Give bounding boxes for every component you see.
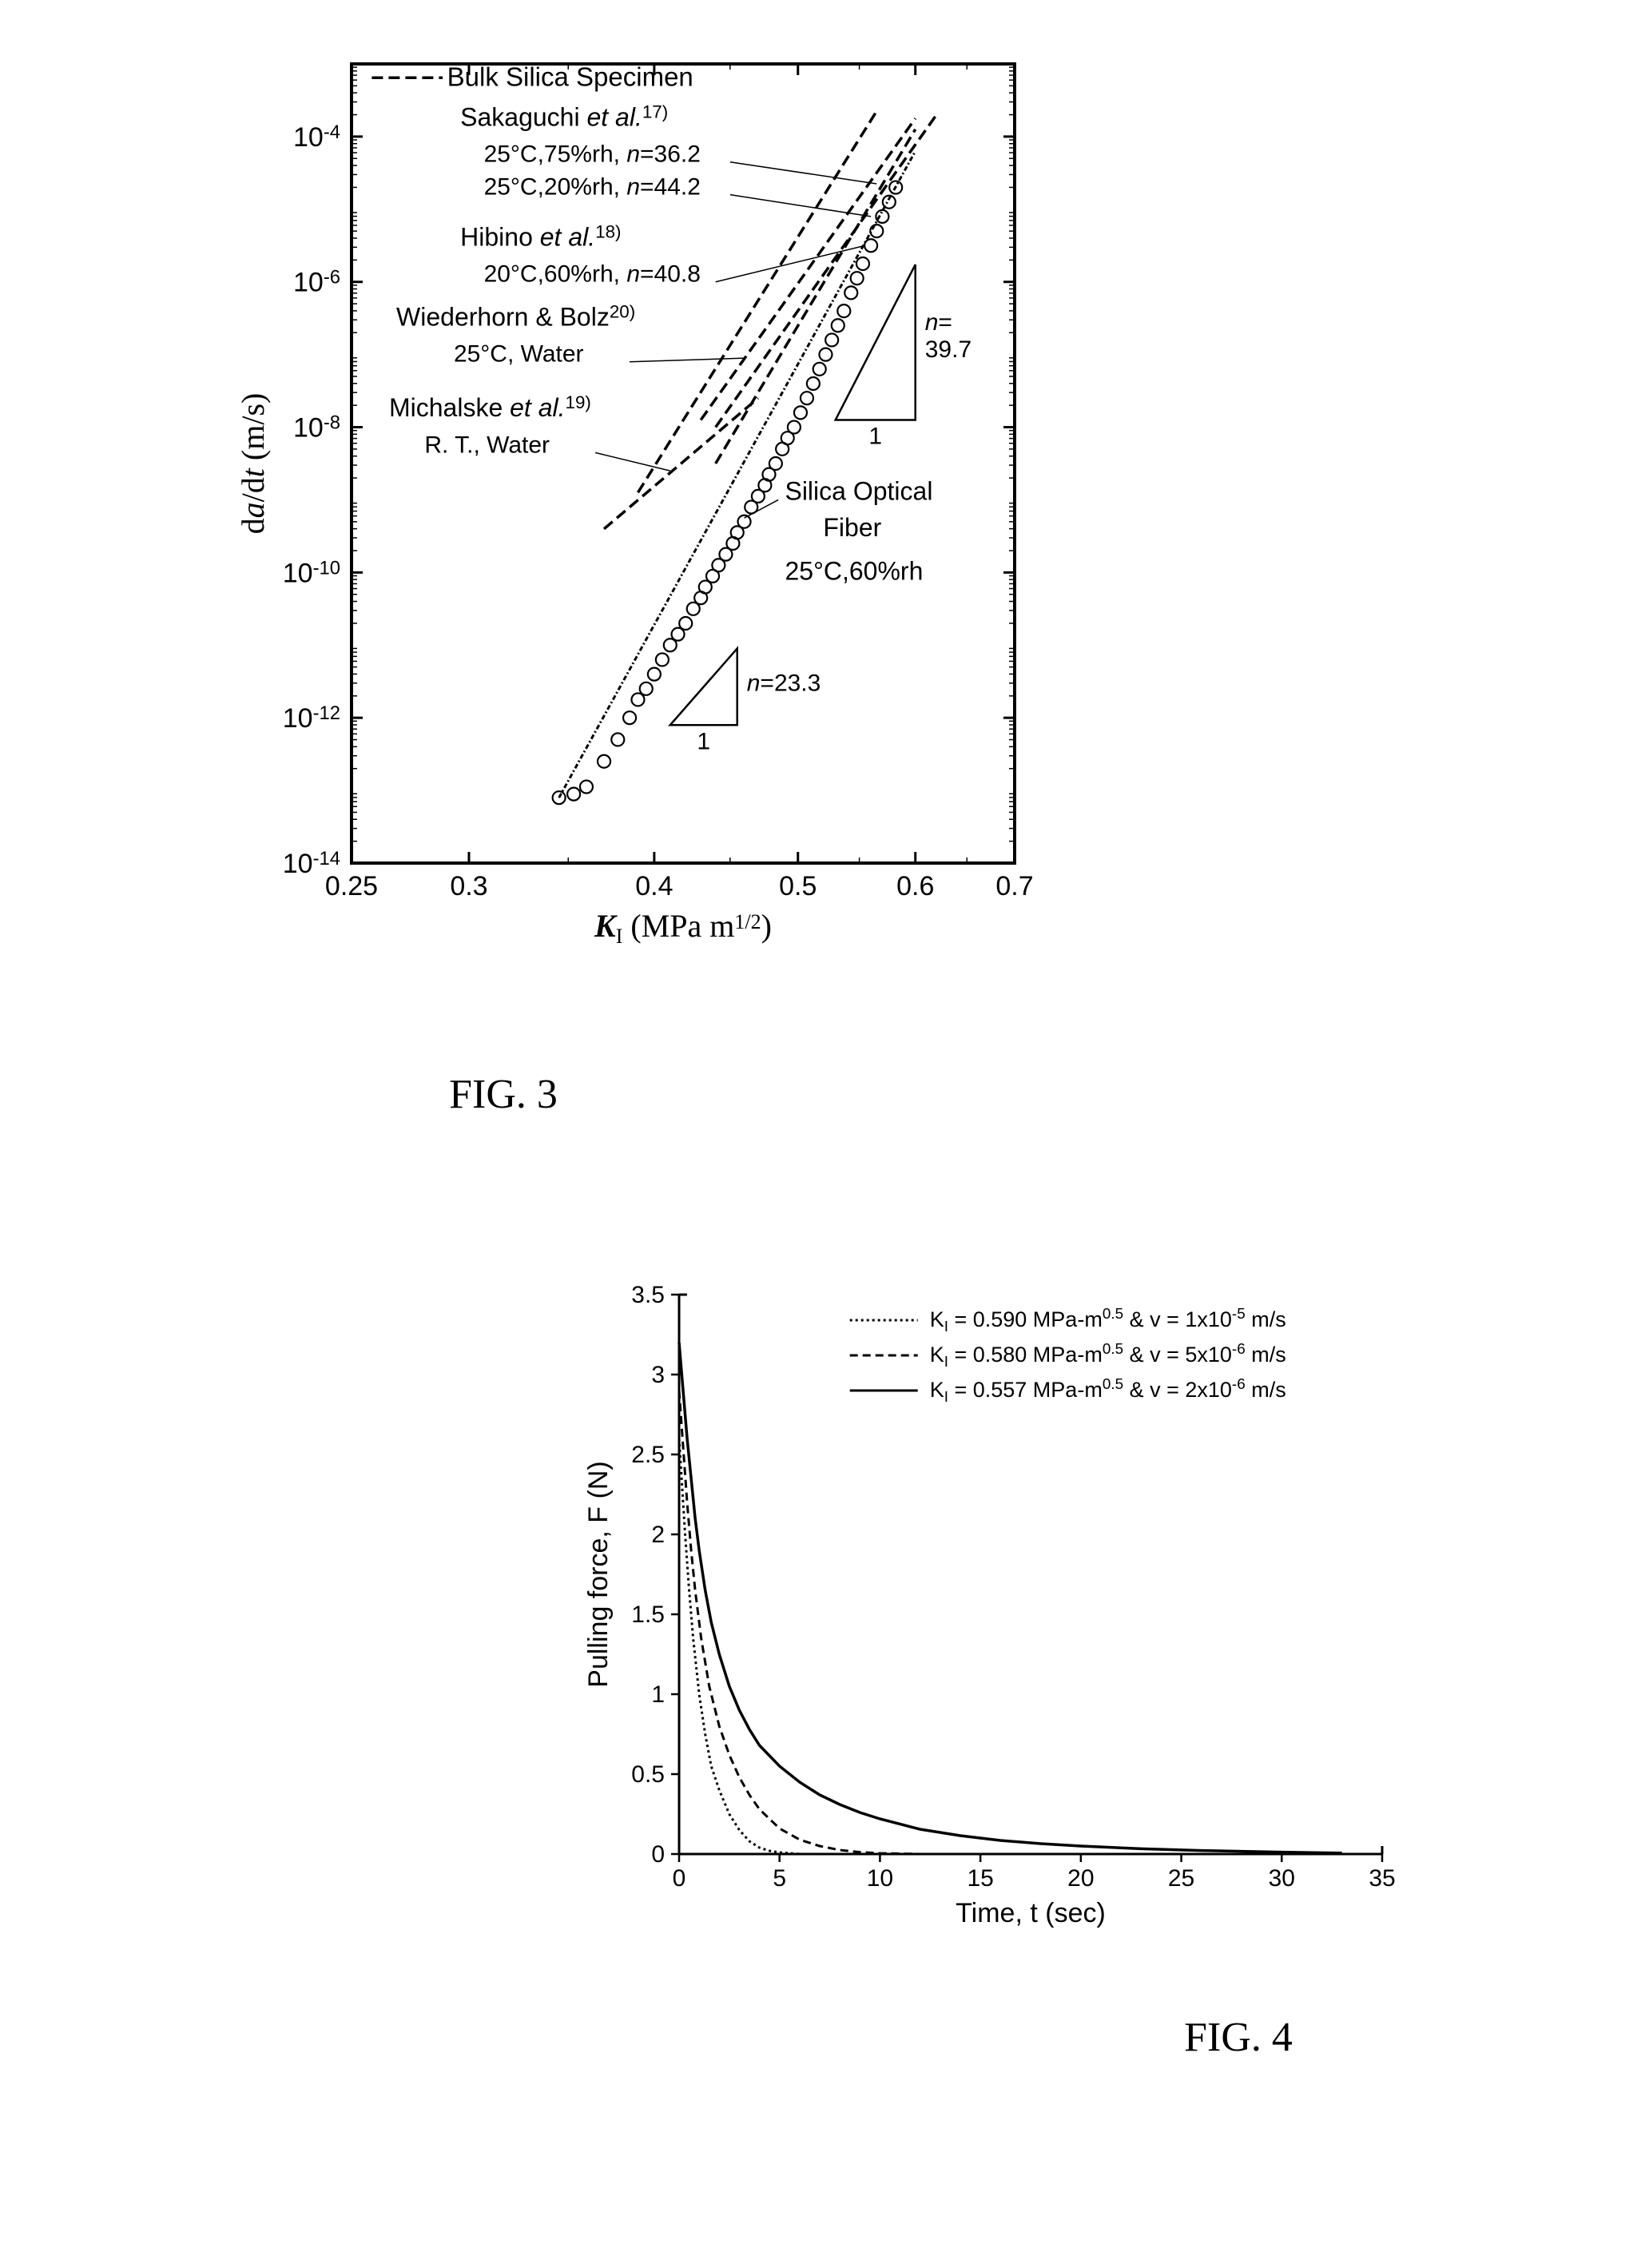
svg-text:10-6: 10-6 [293, 267, 340, 298]
svg-text:KI = 0.557 MPa-m0.5 & v = 2x10: KI = 0.557 MPa-m0.5 & v = 2x10-6 m/s [930, 1376, 1286, 1406]
svg-text:25°C,20%rh, n=44.2: 25°C,20%rh, n=44.2 [484, 174, 701, 201]
svg-text:da/dt (m/s): da/dt (m/s) [235, 393, 271, 535]
svg-text:20°C,60%rh, n=40.8: 20°C,60%rh, n=40.8 [484, 261, 701, 288]
svg-text:0.6: 0.6 [896, 871, 934, 901]
svg-text:0.5: 0.5 [779, 871, 817, 901]
svg-text:Sakaguchi et al.17): Sakaguchi et al.17) [460, 101, 668, 131]
svg-text:KI = 0.590 MPa-m0.5 & v = 1x10: KI = 0.590 MPa-m0.5 & v = 1x10-5 m/s [930, 1306, 1286, 1335]
svg-text:Time, t (sec): Time, t (sec) [956, 1898, 1106, 1928]
svg-text:20: 20 [1067, 1865, 1094, 1892]
svg-text:Silica Optical: Silica Optical [785, 476, 932, 505]
svg-text:0.3: 0.3 [450, 871, 487, 901]
svg-text:Wiederhorn & Bolz20): Wiederhorn & Bolz20) [396, 301, 635, 331]
svg-text:5: 5 [773, 1865, 786, 1892]
svg-text:Fiber: Fiber [823, 513, 881, 542]
svg-text:R. T., Water: R. T., Water [424, 432, 550, 458]
svg-text:0.5: 0.5 [631, 1761, 665, 1788]
svg-text:Bulk Silica Specimen: Bulk Silica Specimen [447, 62, 693, 91]
fig3-container: 10-1410-1210-1010-810-610-40.250.30.40.5… [216, 32, 1063, 951]
svg-text:KI (MPa m1/2): KI (MPa m1/2) [594, 908, 772, 948]
svg-text:KI = 0.580 MPa-m0.5 & v = 5x10: KI = 0.580 MPa-m0.5 & v = 5x10-6 m/s [930, 1341, 1286, 1371]
svg-text:1.5: 1.5 [631, 1602, 665, 1628]
svg-text:Hibino et al.18): Hibino et al.18) [460, 221, 621, 251]
svg-text:0.25: 0.25 [325, 871, 378, 901]
svg-text:0: 0 [651, 1841, 665, 1868]
svg-text:1: 1 [868, 423, 882, 449]
svg-text:10: 10 [867, 1865, 893, 1892]
svg-text:n=39.7: n=39.7 [925, 309, 972, 363]
fig4-container: 0 5 10 15 20 25 30 35 0 0.5 1 1.5 2 2.5 3 3.5 Time, t (s… [559, 1263, 1422, 1950]
svg-text:1: 1 [697, 728, 710, 754]
svg-text:1: 1 [651, 1681, 665, 1708]
fig4-label: FIG. 4 [1079, 2014, 1398, 2061]
svg-text:Michalske et al.19): Michalske et al.19) [389, 392, 591, 422]
svg-text:25°C,60%rh: 25°C,60%rh [785, 556, 923, 585]
fig3-chart: 10-1410-1210-1010-810-610-40.250.30.40.5… [216, 32, 1063, 951]
fig4-chart: 0 5 10 15 20 25 30 35 0 0.5 1 1.5 2 2.5 3 3.5 Time, t (s… [559, 1263, 1422, 1950]
svg-text:30: 30 [1269, 1865, 1295, 1892]
svg-text:2.5: 2.5 [631, 1442, 665, 1468]
svg-text:25: 25 [1168, 1865, 1194, 1892]
svg-text:0.7: 0.7 [995, 871, 1033, 901]
svg-text:3.5: 3.5 [631, 1282, 665, 1308]
svg-text:n=23.3: n=23.3 [747, 670, 821, 696]
svg-text:3: 3 [651, 1362, 665, 1388]
svg-text:0.4: 0.4 [635, 871, 673, 901]
svg-text:15: 15 [967, 1865, 993, 1892]
svg-text:10-10: 10-10 [283, 557, 340, 588]
svg-text:Pulling force, F (N): Pulling force, F (N) [583, 1461, 614, 1687]
svg-text:10-8: 10-8 [293, 412, 340, 444]
svg-text:10-4: 10-4 [293, 121, 340, 153]
svg-text:10-12: 10-12 [283, 702, 340, 734]
svg-text:0: 0 [673, 1865, 686, 1892]
svg-text:25°C,75%rh, n=36.2: 25°C,75%rh, n=36.2 [484, 141, 701, 168]
svg-text:2: 2 [651, 1522, 665, 1548]
fig3-label: FIG. 3 [344, 1071, 663, 1118]
svg-text:25°C, Water: 25°C, Water [454, 341, 584, 368]
svg-text:35: 35 [1369, 1865, 1395, 1892]
